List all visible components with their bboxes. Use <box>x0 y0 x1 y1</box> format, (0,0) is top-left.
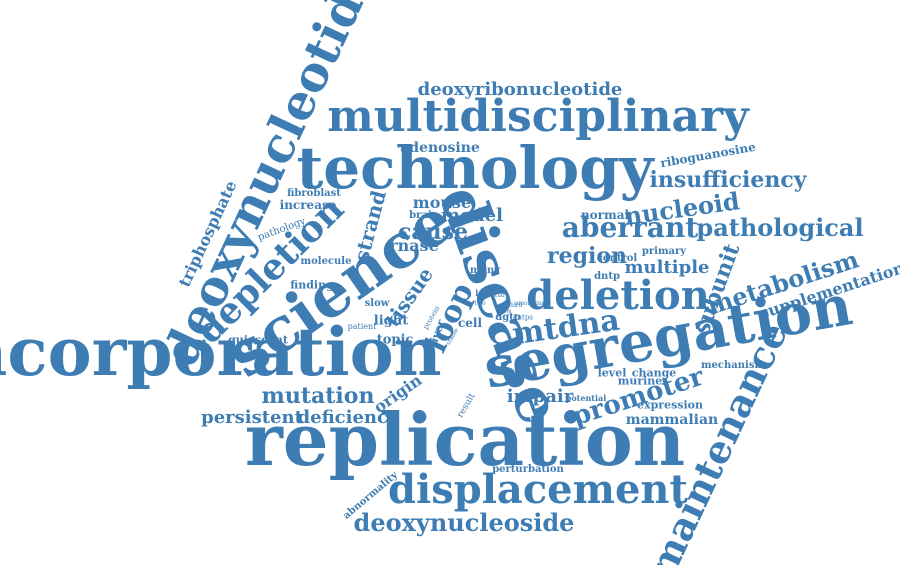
word: dntps <box>513 313 533 322</box>
word: technology <box>296 134 654 202</box>
word: slow <box>364 298 390 309</box>
word: molecule <box>300 256 352 267</box>
word: replication <box>244 397 686 482</box>
word: persistent <box>201 407 303 428</box>
word: potential <box>565 393 607 403</box>
word: brain <box>409 210 439 221</box>
word: model <box>441 205 503 226</box>
word: riboguanosine <box>659 139 757 171</box>
word: aberrant <box>561 211 699 244</box>
word: murine <box>617 374 663 388</box>
word: loss <box>475 288 493 298</box>
word: incorporation <box>0 313 442 391</box>
word: mechanism <box>700 360 766 371</box>
word: multiple <box>624 257 710 278</box>
word: mammalian <box>625 412 719 428</box>
word: mouse <box>412 193 472 212</box>
word: light <box>373 313 409 329</box>
word: primary <box>641 246 687 257</box>
word: mutation <box>261 383 375 409</box>
word: patient <box>347 322 377 331</box>
word: insufficiency <box>649 167 807 193</box>
word: quiescent <box>228 333 288 347</box>
word: level <box>597 366 627 380</box>
word: finding <box>290 278 334 292</box>
word: deoxynucleoside <box>353 508 575 537</box>
word: among <box>514 300 536 307</box>
word: topic <box>376 332 414 348</box>
word: fibroblast <box>287 188 341 199</box>
word: new <box>498 308 512 315</box>
word: perturbation <box>492 464 564 475</box>
word: cell <box>457 316 483 330</box>
word: expression <box>637 398 703 412</box>
word: study <box>491 292 509 299</box>
word: adenosine <box>400 140 480 156</box>
word: single <box>532 300 552 307</box>
word: impair <box>506 386 574 407</box>
word: deficiency <box>297 407 399 428</box>
word: region <box>547 243 627 269</box>
word: increase <box>279 198 337 212</box>
word: displacement <box>388 466 688 513</box>
word: deoxyribonucleotide <box>417 79 623 100</box>
word: pathological <box>696 213 864 242</box>
word: rnase <box>389 236 439 255</box>
word: control <box>596 253 638 264</box>
word: dntp <box>594 271 620 282</box>
word: deletion <box>526 272 710 319</box>
word: many <box>469 265 501 276</box>
word: dgtp <box>495 312 521 323</box>
word: two <box>474 300 486 307</box>
word: third <box>507 302 523 309</box>
word: change <box>631 366 677 380</box>
word: multidisciplinary <box>327 91 749 142</box>
word: cause <box>397 219 469 245</box>
word: normal <box>580 208 630 222</box>
